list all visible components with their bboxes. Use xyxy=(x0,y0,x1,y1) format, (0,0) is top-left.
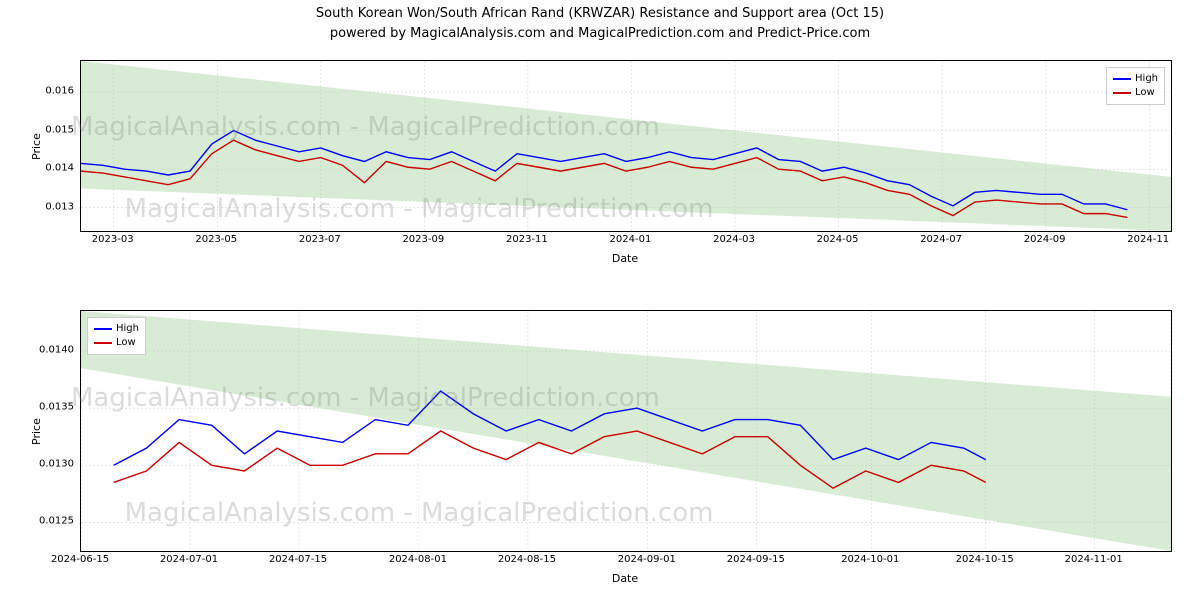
y-tick-label: 0.015 xyxy=(32,124,74,135)
chart-subtitle: powered by MagicalAnalysis.com and Magic… xyxy=(0,26,1200,41)
x-tick-label: 2024-03 xyxy=(713,234,755,245)
legend-item-low: Low xyxy=(94,336,139,350)
y-tick-label: 0.0140 xyxy=(32,345,74,356)
x-axis-label: Date xyxy=(80,252,1170,265)
legend-swatch-icon xyxy=(1113,78,1131,80)
legend-item-low: Low xyxy=(1113,86,1158,100)
chart-svg-bottom xyxy=(81,311,1171,551)
y-tick-label: 0.014 xyxy=(32,163,74,174)
chart-svg-top xyxy=(81,61,1171,231)
x-tick-label: 2024-10-15 xyxy=(956,554,1014,565)
legend-swatch-icon xyxy=(1113,92,1131,94)
x-tick-label: 2024-07-01 xyxy=(160,554,218,565)
legend-label: High xyxy=(116,322,139,336)
x-tick-label: 2023-05 xyxy=(195,234,237,245)
x-tick-label: 2024-09-01 xyxy=(618,554,676,565)
x-tick-label: 2024-09 xyxy=(1024,234,1066,245)
y-tick-label: 0.016 xyxy=(32,85,74,96)
x-tick-label: 2024-07 xyxy=(920,234,962,245)
x-tick-label: 2024-08-01 xyxy=(389,554,447,565)
legend-label: Low xyxy=(116,336,136,350)
chart-panel-bottom: MagicalAnalysis.com - MagicalPrediction.… xyxy=(80,310,1172,552)
x-tick-label: 2024-09-15 xyxy=(727,554,785,565)
legend-item-high: High xyxy=(94,322,139,336)
legend-label: Low xyxy=(1135,86,1155,100)
legend-swatch-icon xyxy=(94,342,112,344)
x-tick-label: 2024-05 xyxy=(817,234,859,245)
legend: High Low xyxy=(1106,67,1165,105)
x-tick-label: 2024-06-15 xyxy=(51,554,109,565)
x-tick-label: 2023-03 xyxy=(92,234,134,245)
x-tick-label: 2024-11 xyxy=(1127,234,1169,245)
x-tick-label: 2024-10-01 xyxy=(841,554,899,565)
x-tick-label: 2024-11-01 xyxy=(1065,554,1123,565)
legend-item-high: High xyxy=(1113,72,1158,86)
x-tick-label: 2024-01 xyxy=(610,234,652,245)
y-axis-label: Price xyxy=(30,418,43,445)
x-tick-label: 2024-08-15 xyxy=(498,554,556,565)
chart-container: South Korean Won/South African Rand (KRW… xyxy=(0,0,1200,600)
legend-swatch-icon xyxy=(94,328,112,330)
x-tick-label: 2023-11 xyxy=(506,234,548,245)
y-axis-label: Price xyxy=(30,133,43,160)
x-axis-label: Date xyxy=(80,572,1170,585)
x-tick-label: 2023-07 xyxy=(299,234,341,245)
y-tick-label: 0.013 xyxy=(32,201,74,212)
x-tick-label: 2024-07-15 xyxy=(269,554,327,565)
chart-title: South Korean Won/South African Rand (KRW… xyxy=(0,6,1200,21)
legend-label: High xyxy=(1135,72,1158,86)
y-tick-label: 0.0135 xyxy=(32,402,74,413)
x-tick-label: 2023-09 xyxy=(402,234,444,245)
chart-panel-top: MagicalAnalysis.com - MagicalPrediction.… xyxy=(80,60,1172,232)
y-tick-label: 0.0130 xyxy=(32,459,74,470)
legend: High Low xyxy=(87,317,146,355)
y-tick-label: 0.0125 xyxy=(32,516,74,527)
